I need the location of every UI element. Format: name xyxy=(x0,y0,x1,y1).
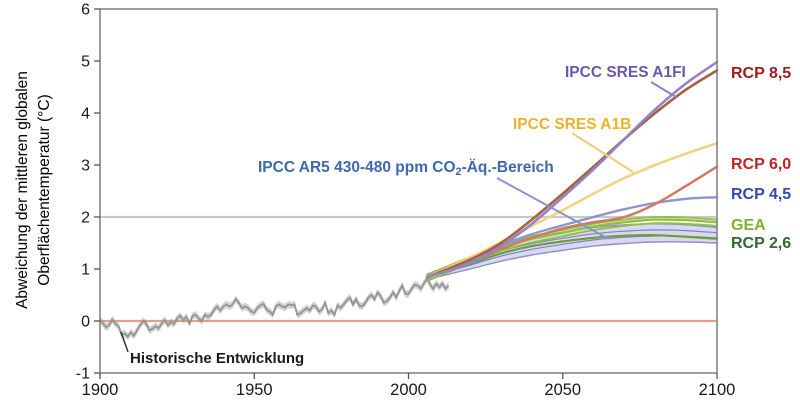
curve-a1b xyxy=(425,141,719,279)
y-tick-label: 0 xyxy=(81,314,90,331)
y-tick-label: 6 xyxy=(81,2,90,19)
label-a1fi-pointer xyxy=(650,81,677,98)
label-historical-pointer xyxy=(120,331,129,353)
y-tick-label: 5 xyxy=(81,54,90,71)
label-a1b: IPCC SRES A1B xyxy=(513,116,631,133)
ar5-band-lower-edge xyxy=(426,241,718,281)
x-tick-label: 2100 xyxy=(699,381,736,399)
x-tick-label: 2000 xyxy=(390,381,427,399)
x-tick-label: 1900 xyxy=(82,381,119,399)
historical-line xyxy=(99,276,450,338)
ar5-range-band xyxy=(427,223,717,280)
label-rcp26: RCP 2,6 xyxy=(731,235,791,252)
label-rcp45: RCP 4,5 xyxy=(731,186,791,203)
y-axis-title-line1: Abweichung der mittleren globalen xyxy=(14,71,31,309)
y-tick-label: 3 xyxy=(81,158,90,175)
y-tick-label: 2 xyxy=(81,210,90,227)
label-ar5-pointer xyxy=(496,177,608,239)
x-tick-label: 2050 xyxy=(544,381,581,399)
label-a1fi: IPCC SRES A1FI xyxy=(565,64,686,81)
curve-a1fi xyxy=(425,60,719,279)
historical-uncertainty-band xyxy=(100,274,449,341)
label-a1b-pointer xyxy=(571,132,634,173)
label-historical: Historische Entwicklung xyxy=(130,350,304,367)
curve-rcp85 xyxy=(425,69,719,279)
label-ar5: IPCC AR5 430-480 ppm CO2-Äq.-Bereich xyxy=(258,159,554,178)
x-tick-label: 1950 xyxy=(236,381,273,399)
y-tick-label: 1 xyxy=(81,262,90,279)
label-rcp85: RCP 8,5 xyxy=(731,65,791,82)
y-tick-label: 4 xyxy=(81,106,90,123)
label-rcp60: RCP 6,0 xyxy=(731,156,791,173)
label-gea: GEA xyxy=(731,217,766,234)
y-axis-title-line2: Oberflächentemperatur (°C) xyxy=(36,94,53,285)
y-tick-label: -1 xyxy=(76,366,90,383)
curve-rcp26 xyxy=(425,234,719,279)
